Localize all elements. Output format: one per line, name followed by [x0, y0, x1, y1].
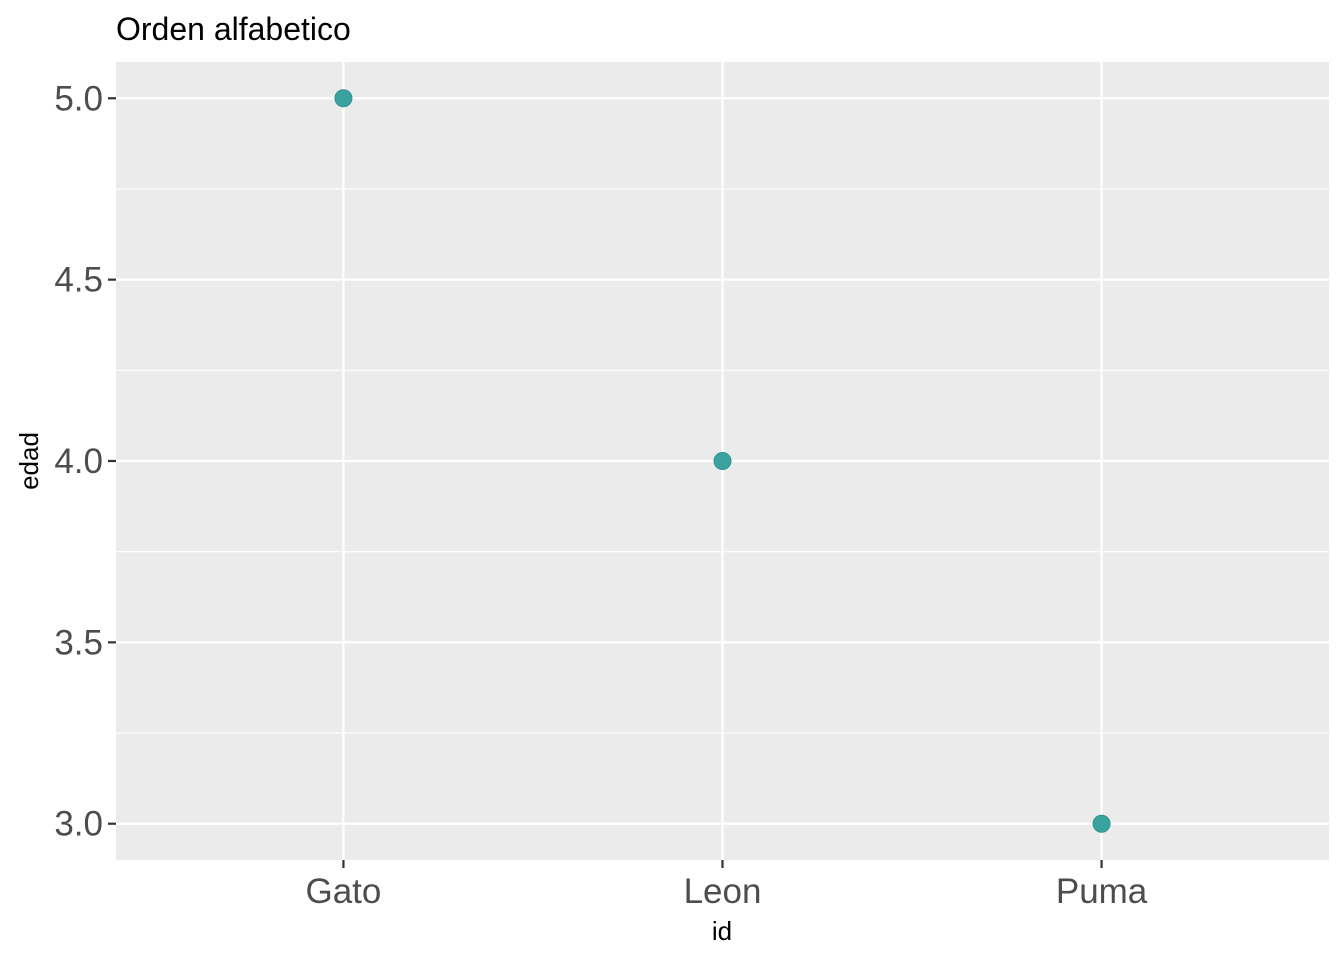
- y-tick-label: 5.0: [54, 79, 103, 118]
- chart-title: Orden alfabetico: [116, 11, 351, 47]
- x-tick-label: Gato: [305, 872, 381, 911]
- y-axis: 3.0 3.5 4.0 4.5 5.0: [54, 79, 116, 844]
- data-point: [713, 452, 732, 470]
- y-tick-label: 3.5: [54, 623, 103, 662]
- y-axis-title: edad: [14, 432, 44, 490]
- y-tick-label: 4.5: [54, 261, 103, 300]
- x-axis: Gato Leon Puma: [305, 860, 1148, 911]
- x-tick-label: Puma: [1056, 872, 1148, 911]
- x-tick-label: Leon: [684, 872, 762, 911]
- data-points: [334, 89, 1111, 833]
- x-axis-title: id: [712, 916, 732, 946]
- y-tick-label: 3.0: [54, 805, 103, 844]
- y-tick-label: 4.0: [54, 442, 103, 481]
- data-point: [1092, 814, 1111, 833]
- data-point: [334, 89, 353, 108]
